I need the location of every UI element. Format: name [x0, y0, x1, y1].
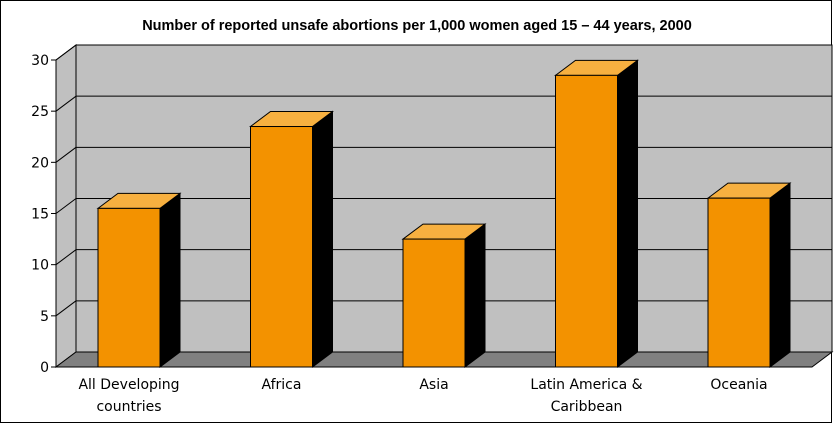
bar-side [312, 110, 333, 368]
x-tick-label: Latin America & Caribbean [530, 377, 642, 415]
x-tick-label: All Developing countries [78, 377, 179, 415]
gridline-side [55, 198, 77, 214]
y-tick-label: 5 [40, 309, 49, 325]
x-tick-label: Asia [419, 377, 448, 393]
y-tick-label: 30 [31, 53, 49, 69]
bar [250, 126, 313, 368]
y-tick-label: 10 [31, 258, 49, 274]
y-tick-label: 25 [31, 104, 49, 120]
chart-title: Number of reported unsafe abortions per … [142, 18, 692, 34]
bar-side [159, 192, 181, 368]
y-tick-label: 20 [31, 155, 49, 171]
gridline-side [55, 44, 77, 61]
bar [402, 238, 466, 368]
y-tick-label: 15 [31, 207, 49, 223]
bar [97, 207, 161, 368]
bar-side [769, 182, 791, 368]
gridline-side [55, 146, 77, 163]
gridline-side [55, 95, 77, 112]
bar-side [464, 223, 486, 368]
y-tick-label: 0 [40, 360, 49, 376]
bar-side [617, 59, 638, 368]
x-tick-label: Oceania [710, 377, 767, 393]
gridline-side [55, 300, 77, 317]
x-tick-label: Africa [262, 377, 302, 393]
bar [707, 197, 771, 368]
gridline-side [55, 249, 77, 266]
bar [555, 74, 618, 368]
